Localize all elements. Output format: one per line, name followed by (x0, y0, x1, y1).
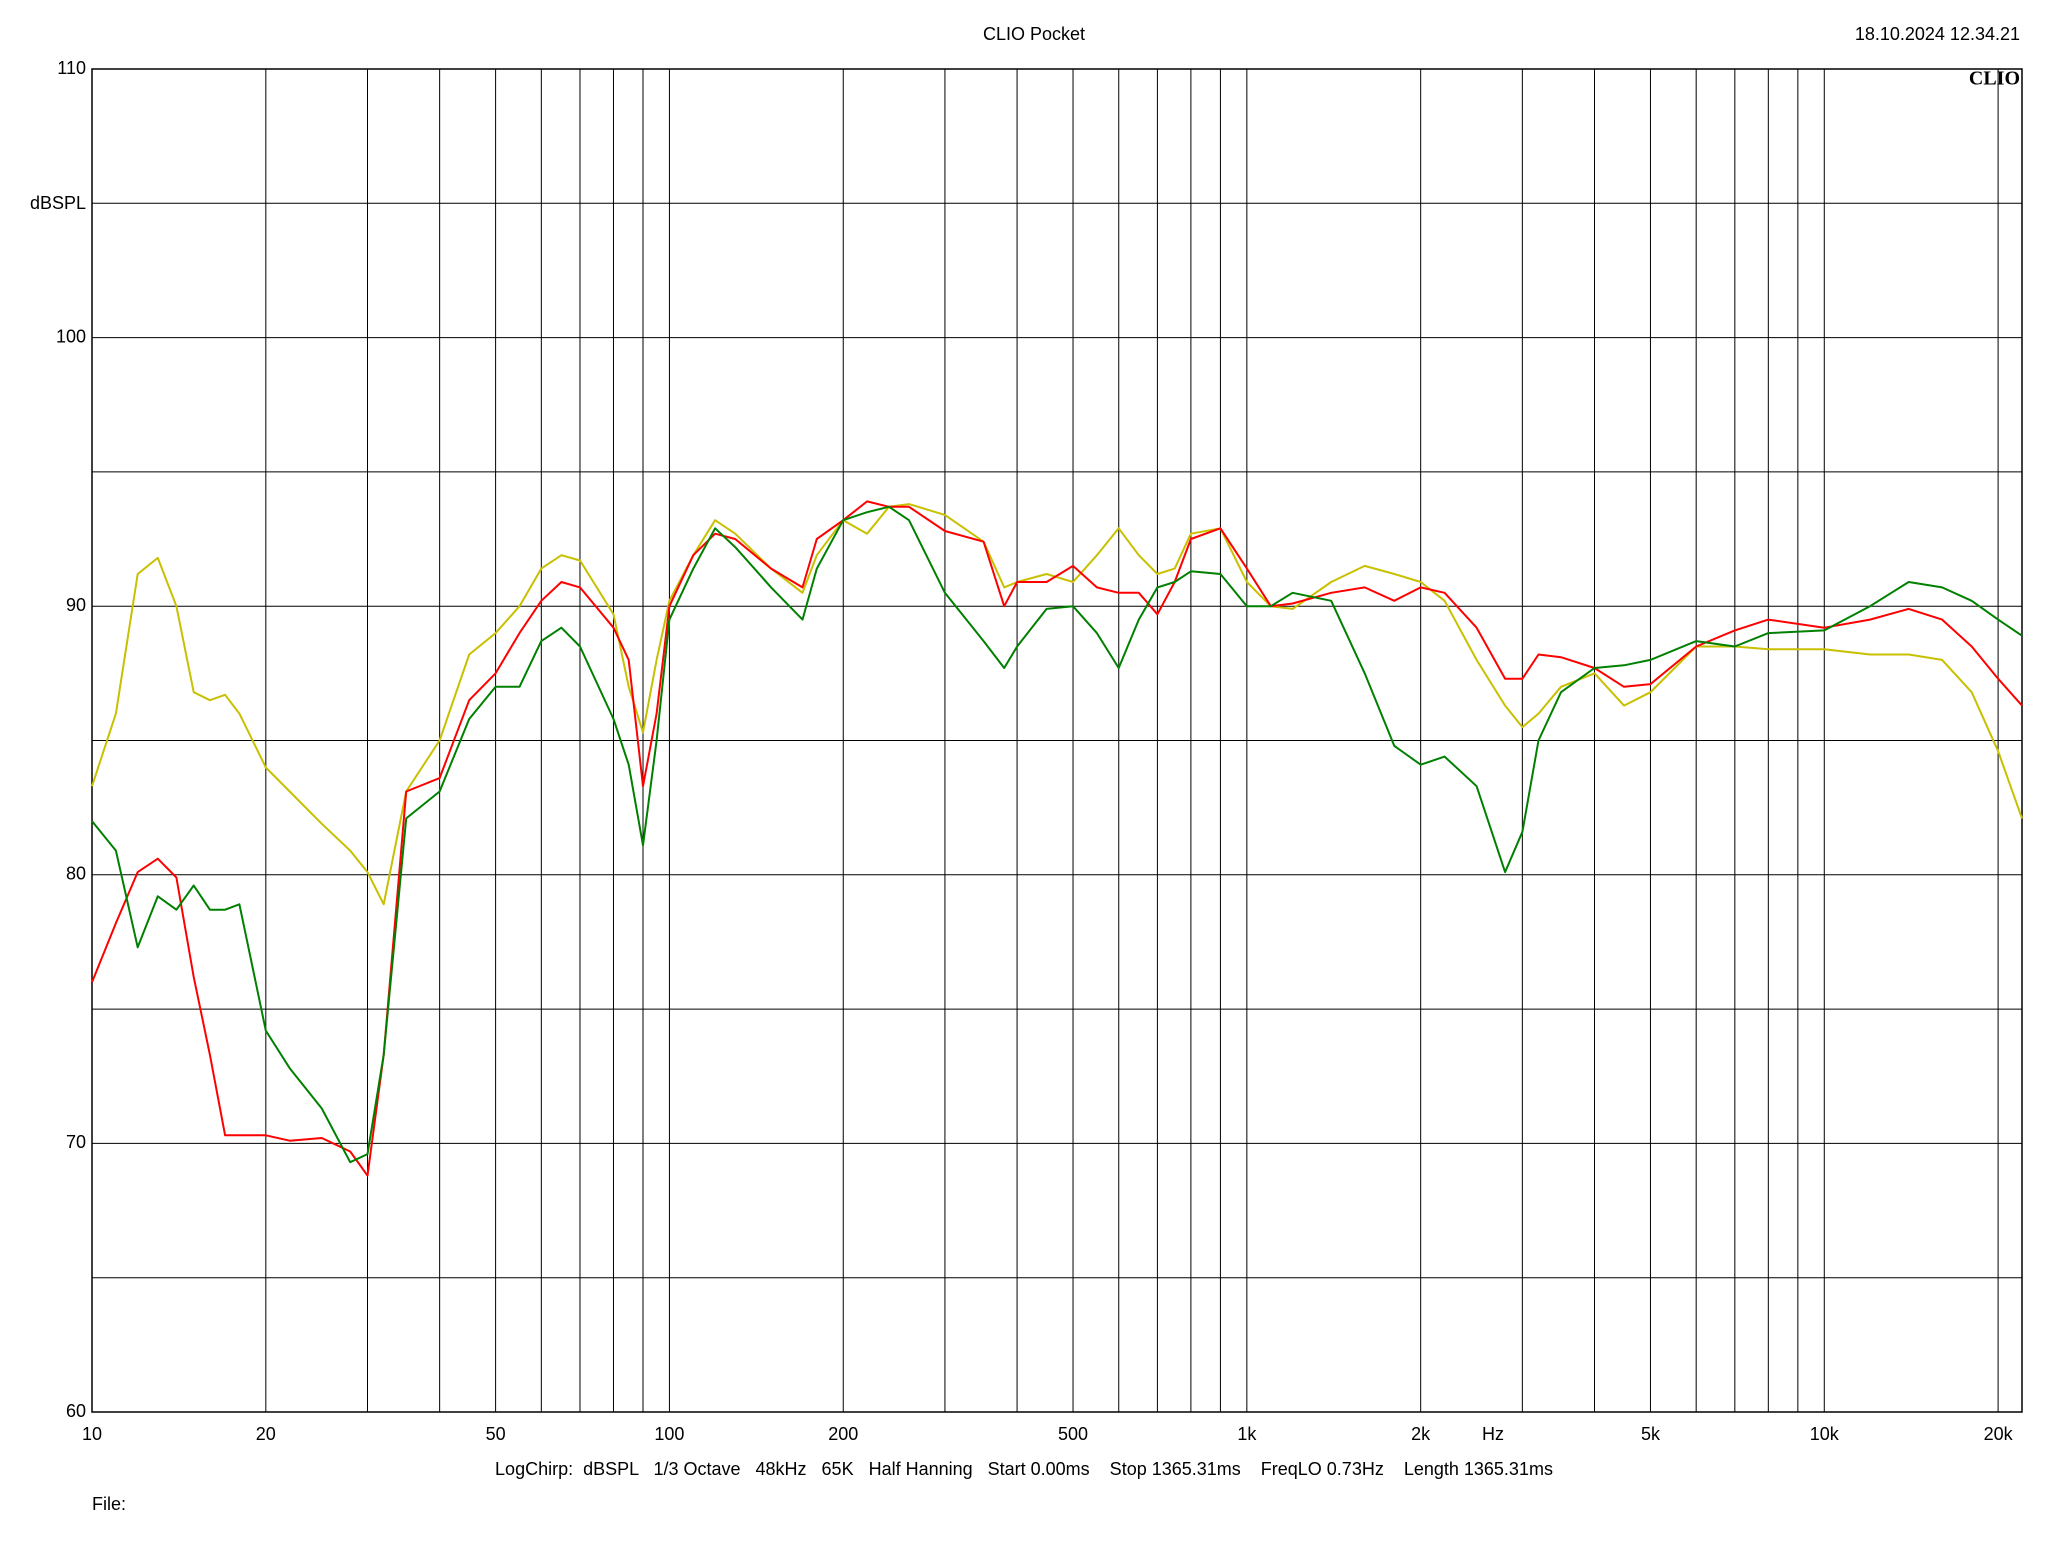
logo: CLIO (1969, 68, 2020, 90)
y-tick-label: 110 (57, 58, 86, 78)
plot-frame (91, 68, 2023, 1413)
response-line (91, 503, 2023, 906)
x-tick-label: 2k (1411, 1424, 1431, 1444)
x-tick-label: 10k (1810, 1424, 1840, 1444)
response-line (91, 505, 2023, 1164)
y-tick-label: 100 (56, 326, 86, 346)
file-label: File: (92, 1494, 126, 1514)
x-tick-label: 5k (1641, 1424, 1661, 1444)
x-axis-label: Hz (1482, 1424, 1504, 1444)
y-axis-label: dBSPL (30, 193, 86, 213)
y-tick-label: 70 (66, 1132, 86, 1152)
x-tick-label: 20k (1984, 1424, 2014, 1444)
x-tick-label: 200 (828, 1424, 858, 1444)
x-tick-label: 100 (654, 1424, 684, 1444)
chart-title: CLIO Pocket (983, 24, 1085, 44)
x-tick-label: 50 (486, 1424, 506, 1444)
y-tick-label: 80 (66, 864, 86, 884)
y-tick-label: 90 (66, 595, 86, 615)
x-tick-label: 20 (256, 1424, 276, 1444)
measurement-info: LogChirp: dBSPL 1/3 Octave 48kHz 65K Hal… (495, 1459, 1553, 1479)
x-tick-label: 10 (82, 1424, 102, 1444)
response-line (91, 500, 2023, 1177)
x-tick-label: 1k (1237, 1424, 1257, 1444)
x-tick-label: 500 (1058, 1424, 1088, 1444)
timestamp: 18.10.2024 12.34.21 (1855, 24, 2020, 44)
y-tick-label: 60 (66, 1401, 86, 1421)
